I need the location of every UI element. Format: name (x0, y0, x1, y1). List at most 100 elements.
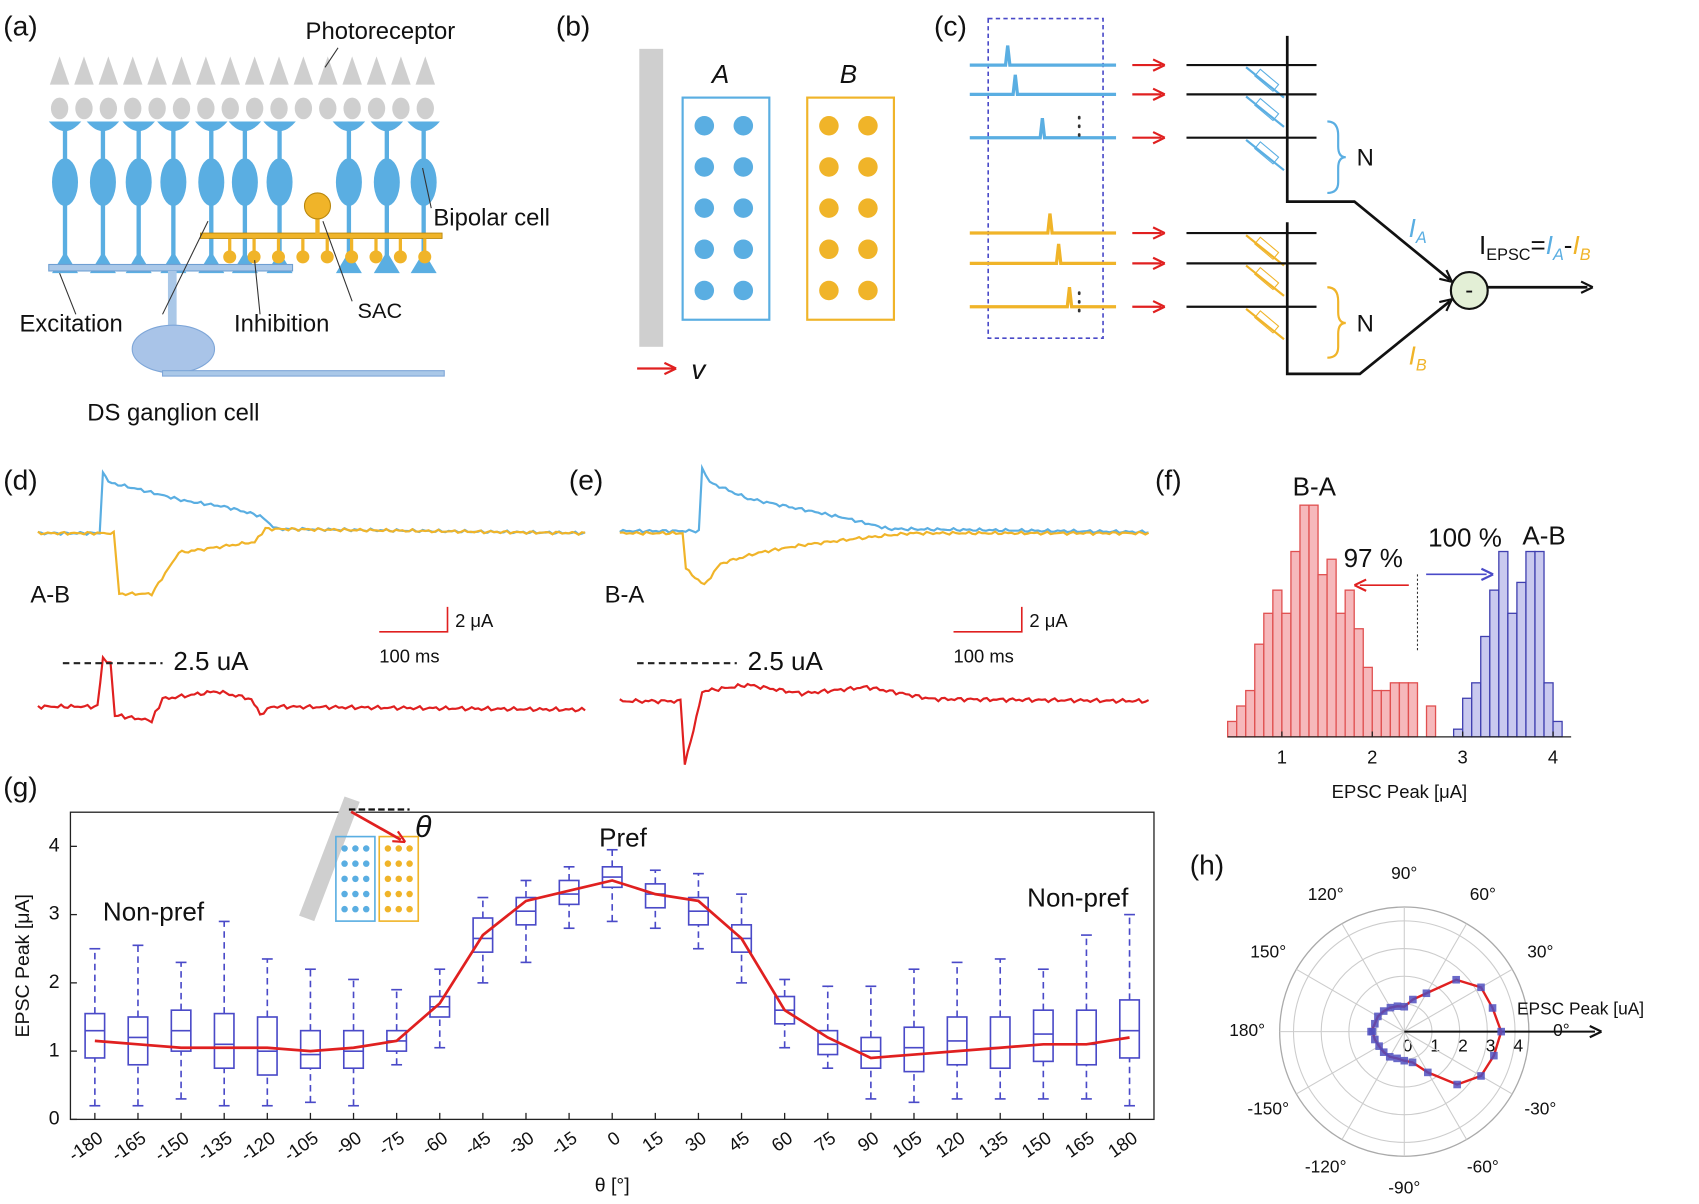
histogram-bar (1290, 550, 1301, 738)
inset-dot (362, 875, 370, 883)
theta-tick-label: 30° (1527, 942, 1553, 962)
sac-soma (303, 192, 332, 220)
bipolar-dendrite (332, 121, 366, 132)
polar-point (1409, 995, 1417, 1004)
inset-dot (362, 860, 370, 867)
polar-point (1379, 1048, 1388, 1056)
x-tick-label: 90 (854, 1127, 883, 1156)
annotation: Non-pref (1027, 882, 1129, 912)
receptor (694, 239, 715, 260)
y-tick-label: 2 (49, 971, 60, 993)
polar-point (1393, 1002, 1402, 1011)
x-tick-label: 75 (811, 1127, 840, 1156)
inset-dot (384, 890, 392, 898)
photoreceptor-body (124, 97, 142, 120)
arrow-head (1152, 300, 1166, 314)
receptor (858, 239, 878, 260)
x-tick-label: -60 (417, 1127, 451, 1159)
x-tick-label: 150 (1018, 1127, 1055, 1162)
sac-terminal (345, 250, 359, 264)
panel-label: (h) (1190, 848, 1224, 880)
receptor (733, 280, 754, 301)
bipolar-soma (160, 158, 187, 206)
histogram-bar (1543, 682, 1554, 738)
box (1075, 1009, 1097, 1066)
photoreceptor-body (172, 97, 191, 120)
bipolar-soma (266, 158, 293, 206)
photoreceptor-body (367, 97, 386, 120)
synapse (1245, 139, 1285, 172)
inset-dot (395, 905, 402, 913)
polar-point (1424, 1068, 1432, 1077)
scale-label: 2 μA (1029, 610, 1068, 631)
bipolar-soma (373, 158, 400, 206)
x-tick-label: 45 (724, 1127, 753, 1156)
polar-point (1367, 1027, 1375, 1036)
current-label: IB (1409, 341, 1427, 375)
current-trace (619, 682, 1150, 765)
histogram-bar (1552, 720, 1563, 738)
current-trace (37, 526, 586, 597)
inset-dot (352, 845, 359, 852)
x-tick-label: -15 (547, 1127, 581, 1159)
arrow-head (1152, 58, 1166, 72)
photoreceptor (74, 56, 94, 85)
inset-dot (406, 905, 413, 913)
theta-tick-label: 90° (1391, 863, 1417, 883)
ganglion-axon (161, 370, 445, 377)
theta-tick-label: 180° (1229, 1020, 1265, 1040)
histogram-bar (1462, 697, 1473, 738)
photoreceptor (244, 56, 265, 85)
bipolar-dendrite (263, 121, 296, 132)
photoreceptor (196, 56, 216, 85)
panel-label: (d) (3, 464, 37, 496)
x-tick-label: 0 (603, 1127, 623, 1150)
x-tick-label: -120 (237, 1127, 279, 1165)
current-trace (619, 463, 1149, 535)
x-axis-label: EPSC Peak [μA] (1332, 781, 1467, 802)
box (903, 1026, 925, 1073)
polar-spoke (1341, 1031, 1405, 1140)
formula-part: B (1416, 357, 1427, 375)
panel-label: (g) (3, 770, 37, 802)
inset-dot (384, 875, 392, 883)
polar-point (1490, 1051, 1498, 1060)
photoreceptor (49, 56, 70, 85)
photoreceptor-body (270, 97, 288, 120)
scale-label: 100 ms (954, 646, 1014, 667)
formula-part: I (1572, 230, 1579, 260)
inset-dot (352, 905, 359, 913)
arrow-head (1152, 87, 1166, 101)
spike-train (969, 213, 1117, 235)
ganglion-stalk (167, 270, 177, 331)
polar-spoke (1403, 923, 1468, 1032)
formula-part: = (1531, 230, 1546, 260)
photoreceptor-body (319, 97, 337, 120)
theta-tick-label: -60° (1467, 1156, 1499, 1176)
photoreceptor (122, 56, 143, 85)
polar-point (1375, 1042, 1383, 1050)
arrow-head (1152, 226, 1166, 240)
brace (1327, 120, 1346, 195)
panel-label: (c) (934, 10, 967, 42)
receptor (694, 198, 715, 218)
histogram-bar (1299, 504, 1310, 738)
arrow-head (1439, 298, 1453, 312)
leader-line (59, 272, 77, 315)
polar-point (1452, 975, 1460, 984)
photoreceptor-body (75, 97, 93, 120)
receptor (694, 116, 715, 136)
threshold-label: 2.5 uA (173, 646, 249, 676)
inset-dot (395, 875, 402, 883)
receptor (694, 280, 715, 301)
bipolar-dendrite (157, 121, 190, 132)
polar-spoke (1296, 1031, 1405, 1095)
histogram-bar (1489, 589, 1500, 738)
histogram-bar (1227, 720, 1238, 738)
photoreceptor-body (221, 97, 239, 120)
leader-line (254, 260, 261, 315)
bipolar-soma (335, 158, 362, 206)
y-tick-label: 1 (49, 1039, 60, 1061)
synapse-weight (1253, 97, 1280, 122)
